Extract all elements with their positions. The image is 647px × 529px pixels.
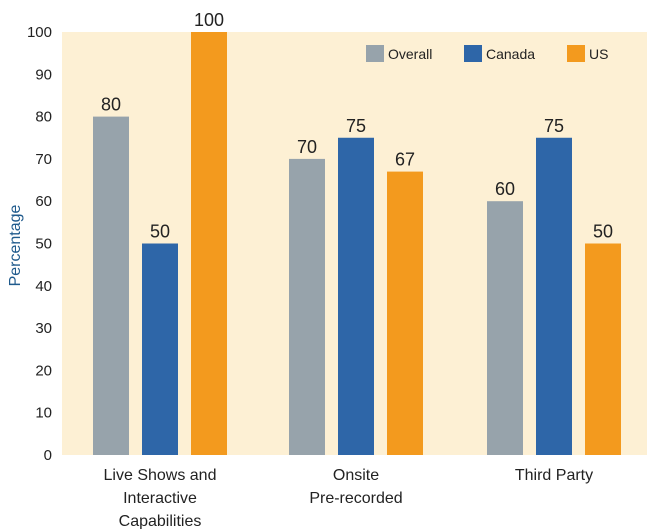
y-tick-label: 20: [35, 362, 52, 379]
legend-label-us: US: [589, 46, 608, 62]
bar-canada-0: [142, 243, 178, 455]
data-label-overall-0: 80: [101, 95, 121, 115]
category-label-2: Third Party: [515, 467, 593, 484]
data-label-overall-2: 60: [495, 179, 515, 199]
bar-us-2: [585, 243, 621, 455]
legend-label-canada: Canada: [486, 46, 535, 62]
y-tick-label: 90: [35, 66, 52, 83]
category-label-line: Interactive: [123, 490, 197, 507]
bars: [93, 32, 621, 455]
data-label-us-1: 67: [395, 150, 415, 170]
data-label-us-0: 100: [194, 10, 224, 30]
legend-label-overall: Overall: [388, 46, 432, 62]
bar-us-1: [387, 171, 423, 455]
y-tick-label: 50: [35, 236, 52, 253]
data-label-us-2: 50: [593, 222, 613, 242]
y-tick-label: 40: [35, 278, 52, 295]
category-label-line: Third Party: [515, 467, 593, 484]
legend-swatch-us: [567, 45, 585, 62]
bar-overall-2: [487, 201, 523, 455]
y-axis-title: Percentage: [7, 204, 24, 286]
legend: Overall Canada US: [366, 45, 608, 62]
data-labels: 80 70 60 50 75 75 100 67 50: [101, 10, 613, 242]
legend-swatch-canada: [464, 45, 482, 62]
data-label-overall-1: 70: [297, 137, 317, 157]
bar-canada-1: [338, 137, 374, 455]
y-axis: 0 10 20 30 40 50 60 70 80 90 100: [27, 24, 52, 464]
y-tick-label: 100: [27, 24, 52, 41]
y-tick-label: 70: [35, 151, 52, 168]
category-label-0: Live Shows and Interactive Capabilities: [104, 467, 217, 529]
bar-overall-1: [289, 158, 325, 455]
y-tick-label: 10: [35, 405, 52, 422]
bar-overall-0: [93, 116, 129, 455]
legend-swatch-overall: [366, 45, 384, 62]
y-tick-label: 30: [35, 320, 52, 337]
bar-us-0: [191, 32, 227, 455]
x-axis: Live Shows and Interactive Capabilities Ons…: [104, 467, 594, 529]
category-label-line: Capabilities: [119, 513, 202, 529]
y-tick-label: 60: [35, 193, 52, 210]
y-tick-label: 80: [35, 109, 52, 126]
data-label-canada-0: 50: [150, 222, 170, 242]
data-label-canada-1: 75: [346, 116, 366, 136]
category-label-line: Live Shows and: [104, 467, 217, 484]
category-label-line: Pre-recorded: [309, 490, 402, 507]
bar-canada-2: [536, 137, 572, 455]
y-tick-label: 0: [44, 447, 52, 464]
data-label-canada-2: 75: [544, 116, 564, 136]
category-label-1: Onsite Pre-recorded: [309, 467, 402, 507]
category-label-line: Onsite: [333, 467, 379, 484]
